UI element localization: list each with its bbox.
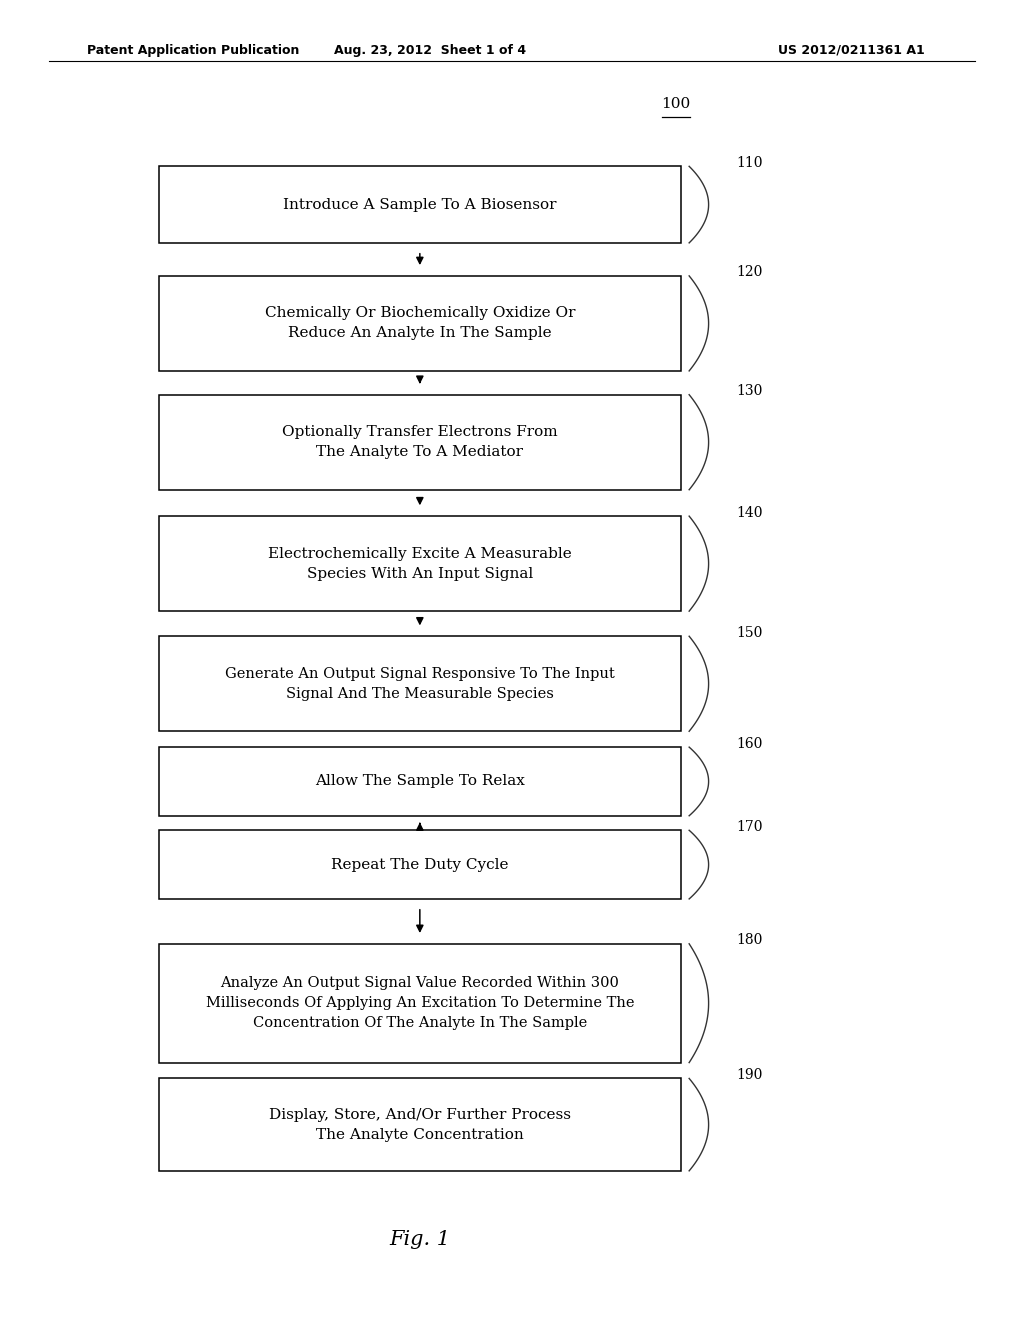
Text: Aug. 23, 2012  Sheet 1 of 4: Aug. 23, 2012 Sheet 1 of 4 xyxy=(334,44,526,57)
Text: 100: 100 xyxy=(662,98,690,111)
Text: Allow The Sample To Relax: Allow The Sample To Relax xyxy=(315,775,524,788)
Text: Analyze An Output Signal Value Recorded Within 300
Milliseconds Of Applying An E: Analyze An Output Signal Value Recorded … xyxy=(206,977,634,1030)
Text: 110: 110 xyxy=(736,156,763,170)
Text: 150: 150 xyxy=(736,626,763,640)
Text: Optionally Transfer Electrons From
The Analyte To A Mediator: Optionally Transfer Electrons From The A… xyxy=(282,425,558,459)
Text: 190: 190 xyxy=(736,1068,763,1082)
Text: 120: 120 xyxy=(736,265,763,280)
Text: Repeat The Duty Cycle: Repeat The Duty Cycle xyxy=(331,858,509,871)
Text: 170: 170 xyxy=(736,820,763,834)
FancyBboxPatch shape xyxy=(159,830,681,899)
Text: Electrochemically Excite A Measurable
Species With An Input Signal: Electrochemically Excite A Measurable Sp… xyxy=(268,546,571,581)
Text: Introduce A Sample To A Biosensor: Introduce A Sample To A Biosensor xyxy=(283,198,557,211)
Text: 160: 160 xyxy=(736,737,763,751)
FancyBboxPatch shape xyxy=(159,166,681,243)
FancyBboxPatch shape xyxy=(159,944,681,1063)
Text: 140: 140 xyxy=(736,506,763,520)
FancyBboxPatch shape xyxy=(159,516,681,611)
FancyBboxPatch shape xyxy=(159,395,681,490)
Text: Chemically Or Biochemically Oxidize Or
Reduce An Analyte In The Sample: Chemically Or Biochemically Oxidize Or R… xyxy=(264,306,575,341)
FancyBboxPatch shape xyxy=(159,747,681,816)
Text: Generate An Output Signal Responsive To The Input
Signal And The Measurable Spec: Generate An Output Signal Responsive To … xyxy=(225,667,614,701)
Text: Fig. 1: Fig. 1 xyxy=(389,1230,451,1249)
Text: 180: 180 xyxy=(736,933,763,948)
Text: 130: 130 xyxy=(736,384,763,399)
Text: Display, Store, And/Or Further Process
The Analyte Concentration: Display, Store, And/Or Further Process T… xyxy=(269,1107,570,1142)
Text: Patent Application Publication: Patent Application Publication xyxy=(87,44,299,57)
FancyBboxPatch shape xyxy=(159,1078,681,1171)
Text: US 2012/0211361 A1: US 2012/0211361 A1 xyxy=(778,44,925,57)
FancyBboxPatch shape xyxy=(159,276,681,371)
FancyBboxPatch shape xyxy=(159,636,681,731)
